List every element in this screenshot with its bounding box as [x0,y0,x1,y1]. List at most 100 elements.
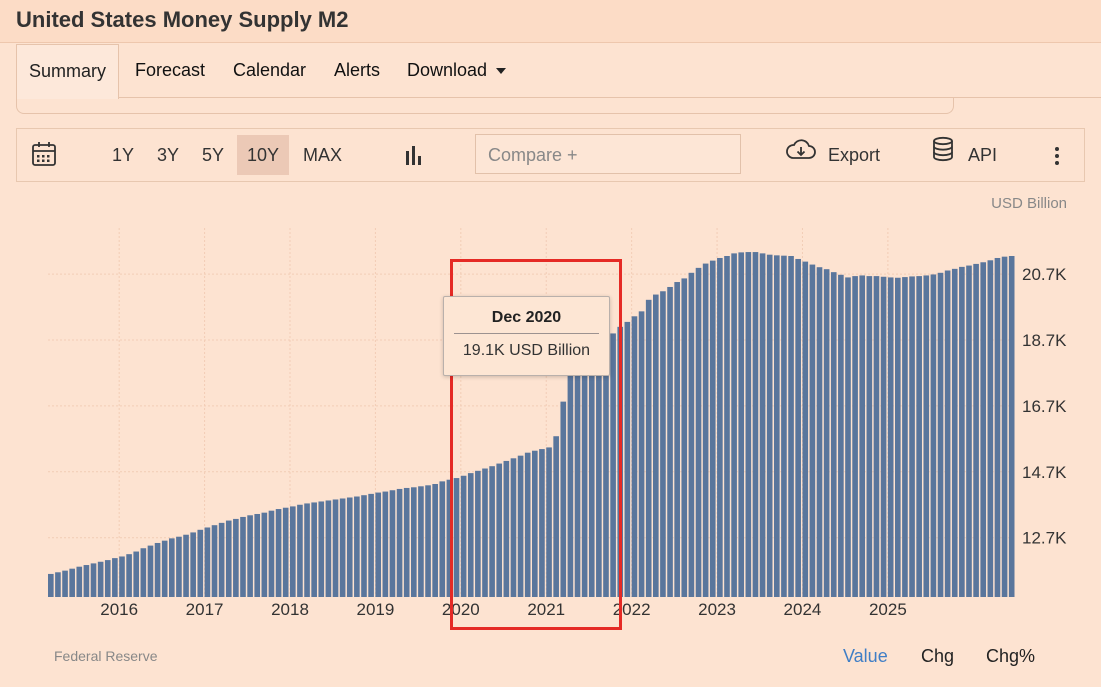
bar[interactable] [873,276,880,597]
bar[interactable] [475,470,481,597]
bar[interactable] [624,321,631,597]
bar[interactable] [702,263,709,597]
bar[interactable] [161,540,168,597]
bar[interactable] [667,286,673,597]
bar[interactable] [517,455,524,597]
bar[interactable] [503,460,510,597]
bar[interactable] [197,529,204,597]
tab-download[interactable]: Download [407,44,507,97]
bar[interactable] [97,561,104,597]
bar[interactable] [980,262,987,597]
bar[interactable] [617,326,624,597]
bar[interactable] [638,311,645,597]
bar[interactable] [937,272,944,597]
bar[interactable] [439,481,446,597]
bar[interactable] [332,499,339,597]
bar[interactable] [482,468,488,597]
bar[interactable] [240,516,246,597]
bar[interactable] [396,488,403,597]
bar[interactable] [588,346,595,597]
bar[interactable] [731,253,737,597]
bar[interactable] [959,266,965,597]
bar[interactable] [581,350,588,597]
bar[interactable] [453,478,460,597]
bar[interactable] [83,565,90,597]
bar[interactable] [104,560,111,597]
bar[interactable] [845,277,851,597]
bar[interactable] [76,566,83,597]
bar[interactable] [126,554,132,597]
vertical-dots-icon[interactable] [1051,129,1063,181]
bar[interactable] [887,277,894,597]
bar[interactable] [660,291,666,597]
bar[interactable] [325,500,332,597]
bar[interactable] [809,264,816,597]
bar[interactable] [752,252,759,598]
bar[interactable] [738,252,745,597]
chg-mode-button[interactable]: Chg [921,646,955,666]
api-button[interactable]: API [931,129,997,181]
export-button[interactable]: Export [785,129,880,181]
bar[interactable] [69,568,75,597]
bar[interactable] [923,275,930,597]
range-3y-button[interactable]: 3Y [157,145,180,165]
bar[interactable] [596,342,602,597]
bar[interactable] [532,450,538,597]
bar[interactable] [717,257,723,597]
bar[interactable] [766,254,773,597]
bar[interactable] [930,274,937,597]
bar[interactable] [567,365,574,597]
bar[interactable] [55,572,61,597]
bar[interactable] [802,261,809,597]
bar[interactable] [823,269,830,597]
bar[interactable] [944,270,951,598]
calendar-icon[interactable] [31,129,57,181]
bar[interactable] [781,255,787,597]
tab-summary[interactable]: Summary [16,44,120,99]
bar[interactable] [154,542,161,597]
bar[interactable] [346,497,353,598]
compare-input[interactable]: Compare + [475,134,741,174]
bar[interactable] [916,276,922,597]
bar[interactable] [382,491,389,597]
bar[interactable] [467,473,474,597]
bar[interactable] [375,492,382,597]
bar[interactable] [225,520,232,597]
bar-chart-icon[interactable] [403,129,425,181]
bar[interactable] [695,267,702,597]
bar[interactable] [709,260,716,597]
bar[interactable] [631,316,638,597]
bar[interactable] [788,256,794,597]
bar[interactable] [973,263,979,597]
bar[interactable] [411,487,417,597]
bar[interactable] [681,278,688,597]
bar[interactable] [147,545,154,597]
bar[interactable] [119,556,125,597]
bar[interactable] [254,513,261,597]
bar[interactable] [553,436,559,597]
bar[interactable] [290,506,296,597]
bar[interactable] [62,570,68,597]
bar[interactable] [895,277,901,597]
bar[interactable] [510,458,517,597]
bar[interactable] [724,256,730,597]
bar[interactable] [816,267,823,597]
bar[interactable] [282,507,289,597]
tab-alerts[interactable]: Alerts [334,60,381,80]
bar[interactable] [460,475,467,597]
bar[interactable] [275,509,282,597]
bar[interactable] [1008,256,1015,597]
bar[interactable] [133,551,140,597]
bar[interactable] [653,294,659,597]
bar[interactable] [688,272,695,597]
bar[interactable] [304,503,310,597]
bar[interactable] [432,483,438,597]
bar[interactable] [339,498,346,597]
bar[interactable] [951,268,958,597]
bar[interactable] [830,272,837,597]
bar[interactable] [354,496,360,597]
bar[interactable] [902,277,908,597]
tab-forecast[interactable]: Forecast [135,60,206,80]
bar[interactable] [389,490,396,597]
bar[interactable] [169,538,175,597]
